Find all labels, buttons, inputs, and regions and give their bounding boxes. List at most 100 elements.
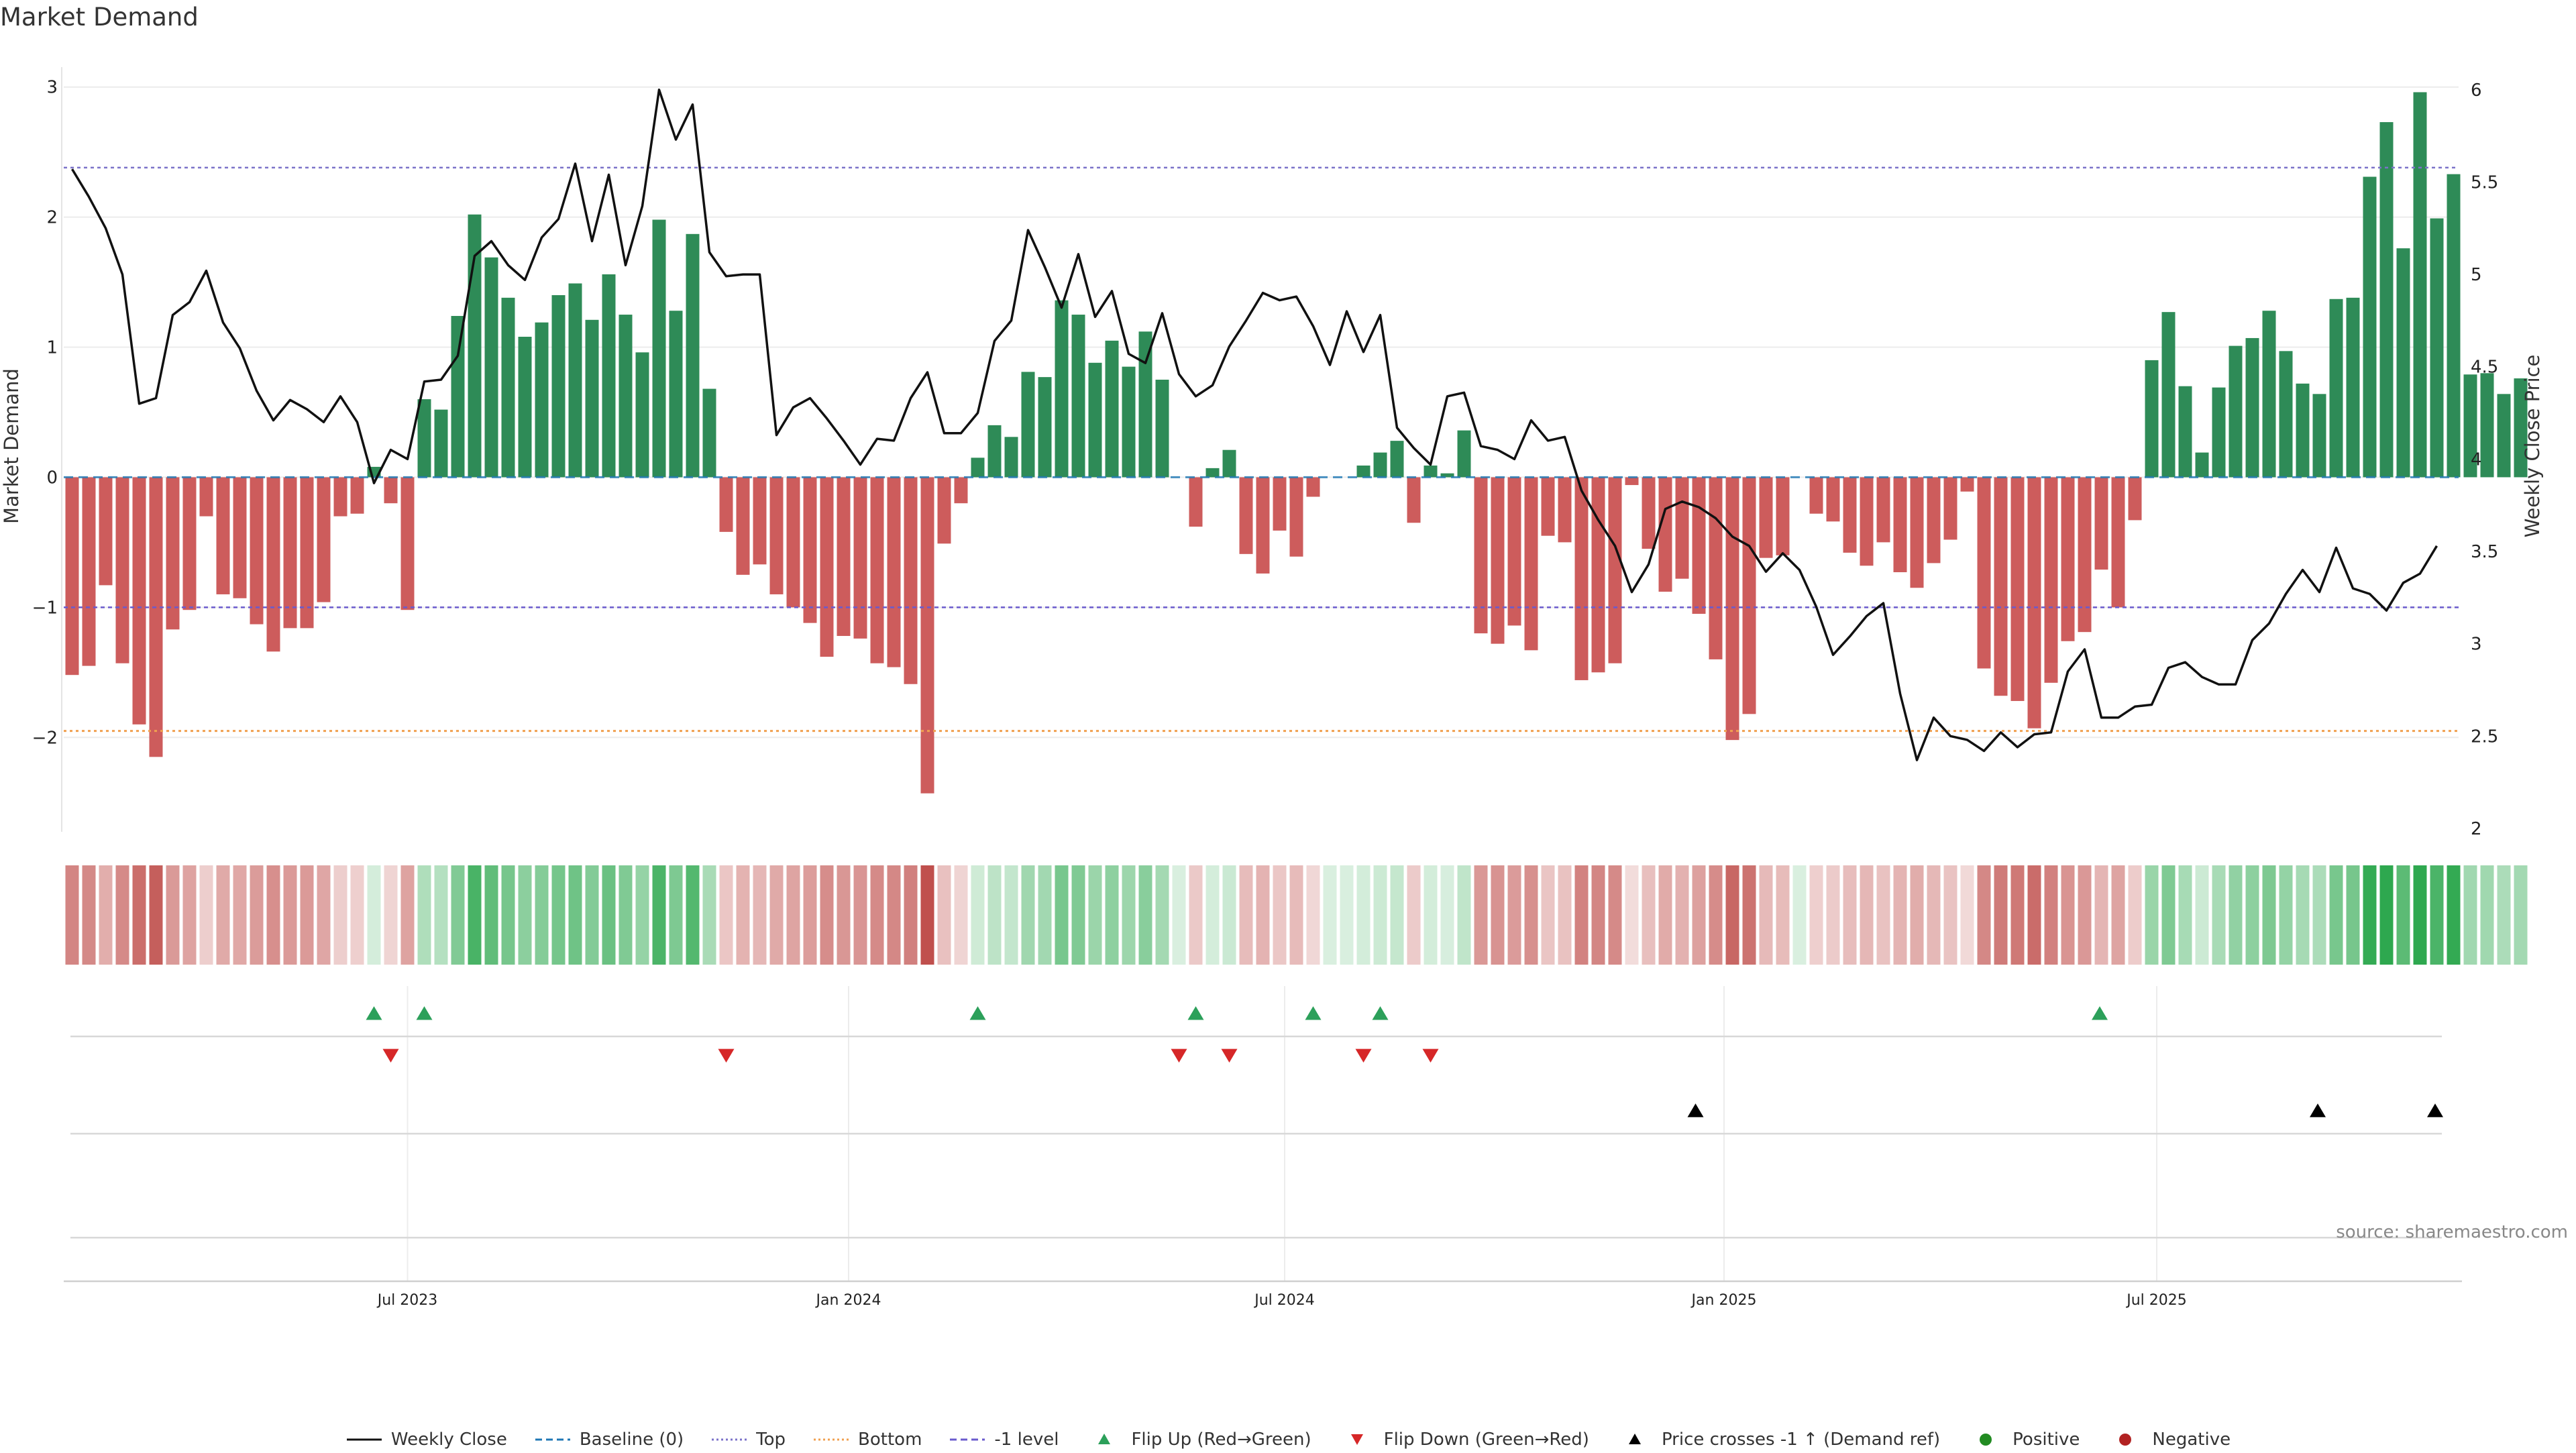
legend-item: Negative [2106, 1430, 2231, 1450]
heat-cell [2094, 865, 2108, 965]
chart-title: Market Demand [0, 3, 199, 32]
legend-symbol-icon [712, 1438, 747, 1441]
heat-cell [2010, 865, 2025, 965]
demand-bar [2094, 477, 2108, 570]
demand-bar [1692, 477, 1706, 614]
demand-bar [769, 477, 784, 594]
heat-cell [1306, 865, 1320, 965]
demand-bar [920, 477, 934, 794]
flip-up-marker [1187, 1006, 1204, 1020]
heat-cell [1608, 865, 1622, 965]
heat-cell [1725, 865, 1739, 965]
demand-bar [870, 477, 884, 663]
heat-cell [1759, 865, 1773, 965]
heat-cell [384, 865, 398, 965]
demand-bar [2245, 337, 2259, 478]
heat-cell [1776, 865, 1790, 965]
demand-bar [434, 409, 448, 478]
y-left-tick-label: −1 [32, 598, 58, 618]
demand-bar [2229, 345, 2243, 478]
heat-cell [317, 865, 331, 965]
legend-label: Bottom [858, 1430, 922, 1450]
demand-bar [2010, 477, 2025, 701]
heat-cell [1826, 865, 1840, 965]
demand-bar [1558, 477, 1572, 543]
demand-bar [2027, 477, 2041, 729]
price-cross-marker [1687, 1104, 1704, 1118]
axes-layer: Jul 2023 Jan 2024 Jul 2024 Jan 2025 Jul 2025… [0, 67, 2544, 1309]
demand-bar [619, 315, 633, 478]
heat-cell [484, 865, 498, 965]
heat-cell [1440, 865, 1454, 965]
heat-cell [954, 865, 968, 965]
heat-cell [250, 865, 264, 965]
legend-label: Baseline (0) [579, 1430, 684, 1450]
flip-up-marker [1305, 1006, 1322, 1020]
y-left-tick-label: 1 [46, 338, 58, 358]
flip-up-marker [2092, 1006, 2108, 1020]
heat-cell [2379, 865, 2394, 965]
heat-cell [2212, 865, 2226, 965]
heat-cell [1491, 865, 1505, 965]
flip-up-marker [1372, 1006, 1389, 1020]
demand-bar [1122, 366, 1136, 478]
heat-cell [501, 865, 515, 965]
y-right-tick-label: 2.5 [2471, 726, 2498, 747]
heat-cell [2363, 865, 2377, 965]
legend-symbol-icon [1350, 1434, 1363, 1445]
demand-bar [1088, 362, 1102, 478]
heat-cell [686, 865, 700, 965]
heat-cell [2279, 865, 2293, 965]
heat-cell [1340, 865, 1354, 965]
heat-cell [1625, 865, 1639, 965]
demand-bar [1356, 465, 1371, 478]
heat-cell [719, 865, 733, 965]
demand-bar [1390, 441, 1404, 478]
heat-cell [2044, 865, 2058, 965]
demand-bar [1642, 477, 1656, 549]
legend-symbol-icon [1098, 1434, 1111, 1444]
grid-layer [64, 86, 2459, 1281]
heat-cell [115, 865, 129, 965]
heat-cell [1709, 865, 1723, 965]
heat-cell [2312, 865, 2326, 965]
legend-label: Price crosses -1 ↑ (Demand ref) [1661, 1430, 1941, 1450]
heat-cell [1574, 865, 1589, 965]
demand-bar [468, 214, 482, 478]
demand-bar [1742, 477, 1756, 714]
heat-cell [2346, 865, 2360, 965]
demand-bar [1591, 477, 1605, 673]
heat-cell [1876, 865, 1890, 965]
heat-cell [820, 865, 834, 965]
heat-cell [1222, 865, 1236, 965]
demand-bar [2279, 351, 2293, 478]
y-right-tick-label: 2 [2471, 819, 2482, 839]
demand-bar [2296, 383, 2310, 478]
demand-bar [1809, 477, 1823, 514]
heat-cell [1071, 865, 1085, 965]
demand-bar [551, 294, 566, 478]
heat-cell [149, 865, 163, 965]
heat-cell [82, 865, 96, 965]
heat-cell [2262, 865, 2276, 965]
demand-bar [2396, 248, 2410, 478]
source-note: source: sharemaestro.com [2336, 1222, 2568, 1242]
y-left-tick-label: 2 [46, 208, 58, 228]
legend-label: -1 level [994, 1430, 1059, 1450]
legend-item: Flip Up (Red→Green) [1085, 1430, 1311, 1450]
heat-cell [1860, 865, 1874, 965]
demand-bar [1004, 437, 1018, 478]
demand-bar [182, 477, 197, 610]
heat-cell [1977, 865, 1991, 965]
demand-bar [1055, 300, 1069, 478]
heat-cell [753, 865, 767, 965]
heat-cell [1356, 865, 1371, 965]
demand-bar [786, 477, 800, 608]
heat-cell [1457, 865, 1471, 965]
legend-item: Weekly Close [345, 1430, 507, 1450]
legend-item: Baseline (0) [534, 1430, 684, 1450]
demand-bar [1256, 477, 1270, 574]
flip-up-marker [416, 1006, 433, 1020]
demand-bar [2044, 477, 2058, 683]
